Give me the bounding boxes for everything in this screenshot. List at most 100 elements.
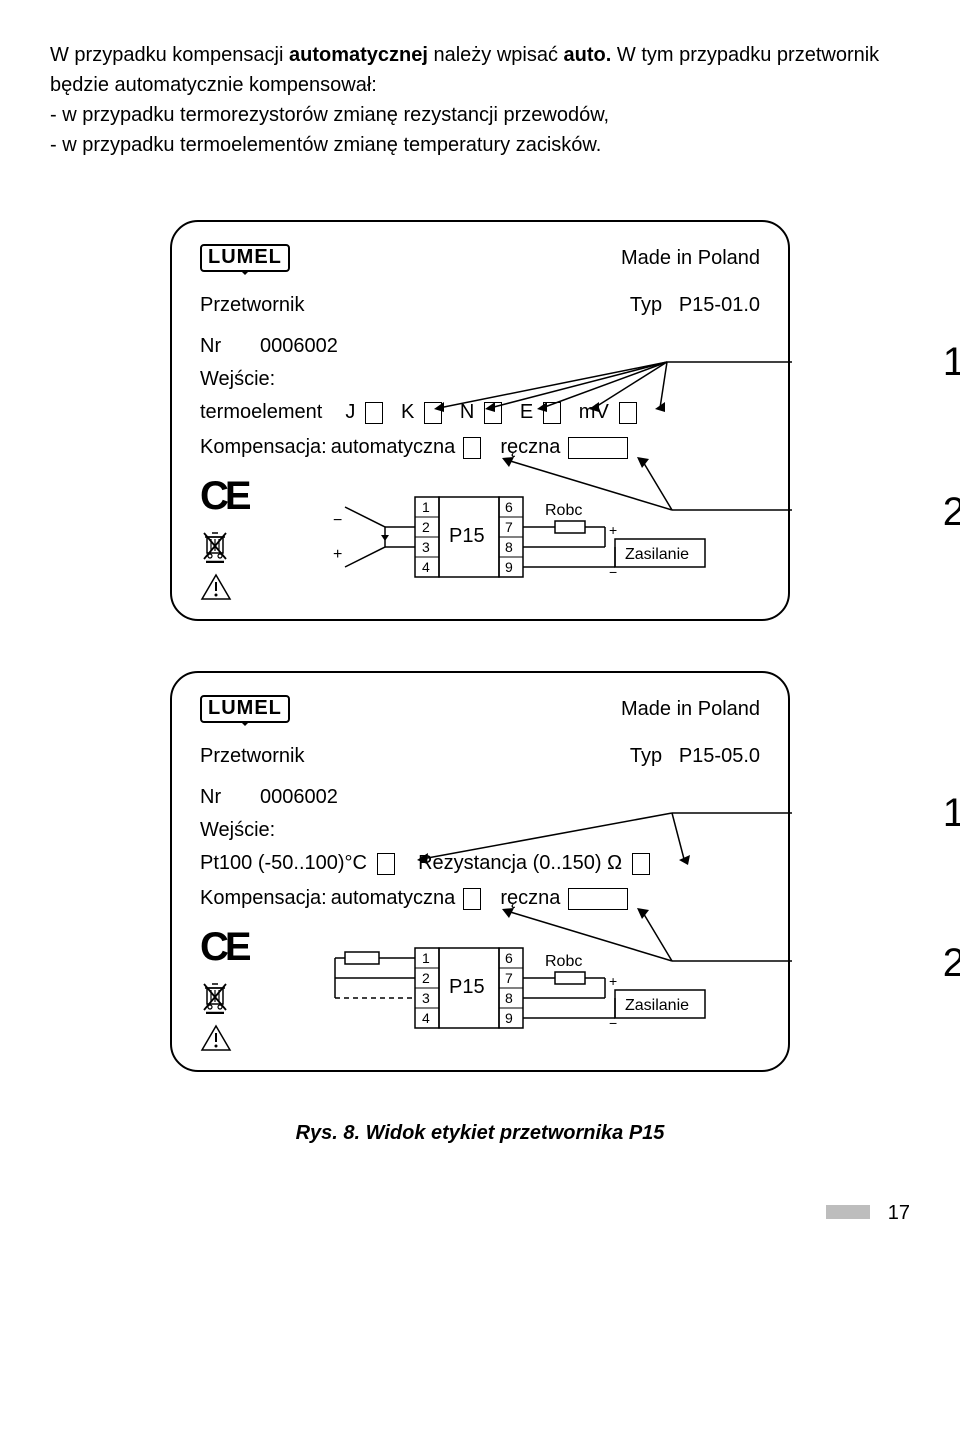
nr-label-2: Nr	[200, 786, 221, 808]
komp-row-1: Kompensacja: automatyczna ręczna	[200, 436, 760, 459]
svg-text:1: 1	[422, 950, 430, 966]
komp-auto-1: automatyczna	[331, 436, 456, 459]
chk-mv	[619, 402, 637, 424]
svg-text:8: 8	[505, 990, 513, 1006]
made-in-2: Made in Poland	[621, 698, 760, 721]
wiring-diagram-1: − + 1 2 3 4 P15 6 7	[315, 477, 735, 597]
svg-text:3: 3	[422, 539, 430, 555]
ce-mark-2: CE	[200, 925, 248, 970]
opt-pt100: Pt100 (-50..100)°C	[200, 852, 367, 875]
left-icons-1: CE	[200, 474, 248, 601]
page-bar-icon	[826, 1205, 870, 1219]
chk-j	[365, 402, 383, 424]
wiring-diagram-2: 1 2 3 4 P15 6 7 8 9	[315, 928, 735, 1048]
lumel-logo-1: LUMEL	[200, 244, 290, 272]
chk-n	[484, 402, 502, 424]
komp-row-2: Kompensacja: automatyczna ręczna	[200, 887, 760, 910]
svg-text:Robc: Robc	[545, 502, 582, 519]
made-in-1: Made in Poland	[621, 247, 760, 270]
intro-mid: należy wpisać	[428, 44, 564, 66]
termoelement-label: termoelement	[200, 401, 322, 424]
page-number: 17	[888, 1202, 910, 1225]
side-number-1-card2: 1	[943, 791, 960, 836]
svg-text:4: 4	[422, 1010, 430, 1026]
side-number-2-card2: 2	[943, 941, 960, 986]
opt-j: J	[345, 401, 355, 424]
intro-bold-automatycznej: automatycznej	[289, 44, 428, 66]
svg-text:P15: P15	[449, 525, 485, 547]
label-card-1: LUMEL Made in Poland Przetwornik Typ P15…	[170, 220, 790, 621]
opt-mv: mV	[579, 401, 609, 424]
svg-text:7: 7	[505, 519, 513, 535]
warning-triangle-icon-2	[200, 1024, 232, 1052]
svg-text:+: +	[333, 546, 342, 563]
side-number-1-card1: 1	[943, 340, 960, 385]
label-card-2-wrap: LUMEL Made in Poland Przetwornik Typ P15…	[50, 671, 910, 1072]
diagram-area-2: 1 2 3 4 P15 6 7 8 9	[290, 928, 760, 1048]
intro-bullet-1: - w przypadku termorezystorów zmianę rez…	[50, 104, 609, 126]
svg-text:1: 1	[422, 499, 430, 515]
svg-text:9: 9	[505, 1010, 513, 1026]
svg-text:4: 4	[422, 559, 430, 575]
intro-paragraph: W przypadku kompensacji automatycznej na…	[50, 40, 910, 160]
intro-prefix: W przypadku kompensacji	[50, 44, 289, 66]
ce-mark-1: CE	[200, 474, 248, 519]
svg-text:Zasilanie: Zasilanie	[625, 997, 689, 1014]
chk-e	[543, 402, 561, 424]
komp-label-2: Kompensacja:	[200, 887, 327, 910]
komp-auto-2: automatyczna	[331, 887, 456, 910]
typ-label-1: Typ	[630, 294, 662, 316]
przetwornik-label-1: Przetwornik	[200, 294, 304, 317]
nr-value-2: 0006002	[260, 786, 338, 808]
svg-text:+: +	[609, 973, 617, 989]
opt-k: K	[401, 401, 414, 424]
figure-caption: Rys. 8. Widok etykiet przetwornika P15	[50, 1122, 910, 1145]
svg-text:2: 2	[422, 970, 430, 986]
wejscie-1: Wejście:	[200, 368, 275, 390]
intro-bullet-2: - w przypadku termoelementów zmianę temp…	[50, 134, 601, 156]
weee-bin-icon	[200, 529, 230, 563]
svg-text:2: 2	[422, 519, 430, 535]
svg-text:8: 8	[505, 539, 513, 555]
opt-n: N	[460, 401, 474, 424]
svg-text:+: +	[609, 522, 617, 538]
label-card-2: LUMEL Made in Poland Przetwornik Typ P15…	[170, 671, 790, 1072]
svg-text:6: 6	[505, 950, 513, 966]
nr-value-1: 0006002	[260, 335, 338, 357]
komp-label-1: Kompensacja:	[200, 436, 327, 459]
svg-text:P15: P15	[449, 976, 485, 998]
chk-rezystancja	[632, 853, 650, 875]
intro-bold-auto: auto.	[564, 44, 612, 66]
warning-triangle-icon	[200, 573, 232, 601]
wejscie-2: Wejście:	[200, 819, 275, 841]
left-icons-2: CE	[200, 925, 248, 1052]
chk-auto-1	[463, 437, 481, 459]
svg-text:−: −	[609, 564, 617, 580]
svg-text:−: −	[609, 1015, 617, 1031]
svg-text:Robc: Robc	[545, 953, 582, 970]
opt-rezystancja: Rezystancja (0..150) Ω	[418, 852, 622, 875]
chk-pt100	[377, 853, 395, 875]
chk-reczna-1	[568, 437, 628, 459]
svg-text:−: −	[333, 512, 342, 529]
chk-k	[424, 402, 442, 424]
typ-value-2: P15-05.0	[679, 745, 760, 767]
typ-value-1: P15-01.0	[679, 294, 760, 316]
przetwornik-label-2: Przetwornik	[200, 745, 304, 768]
svg-text:3: 3	[422, 990, 430, 1006]
typ-label-2: Typ	[630, 745, 662, 767]
komp-reczna-1: ręczna	[500, 436, 560, 459]
label-card-1-wrap: LUMEL Made in Poland Przetwornik Typ P15…	[50, 220, 910, 621]
chk-auto-2	[463, 888, 481, 910]
page-footer: 17	[50, 1195, 910, 1225]
nr-label-1: Nr	[200, 335, 221, 357]
lumel-logo-2: LUMEL	[200, 695, 290, 723]
svg-text:7: 7	[505, 970, 513, 986]
komp-reczna-2: ręczna	[500, 887, 560, 910]
weee-bin-icon-2	[200, 980, 230, 1014]
side-number-2-card1: 2	[943, 490, 960, 535]
svg-text:6: 6	[505, 499, 513, 515]
input-options-1: termoelement J K N E mV	[200, 401, 760, 424]
svg-text:9: 9	[505, 559, 513, 575]
svg-text:Zasilanie: Zasilanie	[625, 546, 689, 563]
